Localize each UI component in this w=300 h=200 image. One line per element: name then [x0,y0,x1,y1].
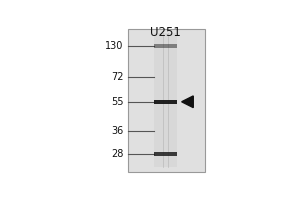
Bar [154,100,177,104]
Polygon shape [182,96,193,108]
Bar [128,29,205,172]
Text: 72: 72 [111,72,124,82]
Bar [154,152,177,156]
Text: 55: 55 [111,97,124,107]
Text: 36: 36 [111,126,124,136]
Text: 130: 130 [105,41,124,51]
Bar [154,33,177,167]
Bar [154,44,177,48]
Text: U251: U251 [150,26,181,39]
Text: 28: 28 [111,149,124,159]
